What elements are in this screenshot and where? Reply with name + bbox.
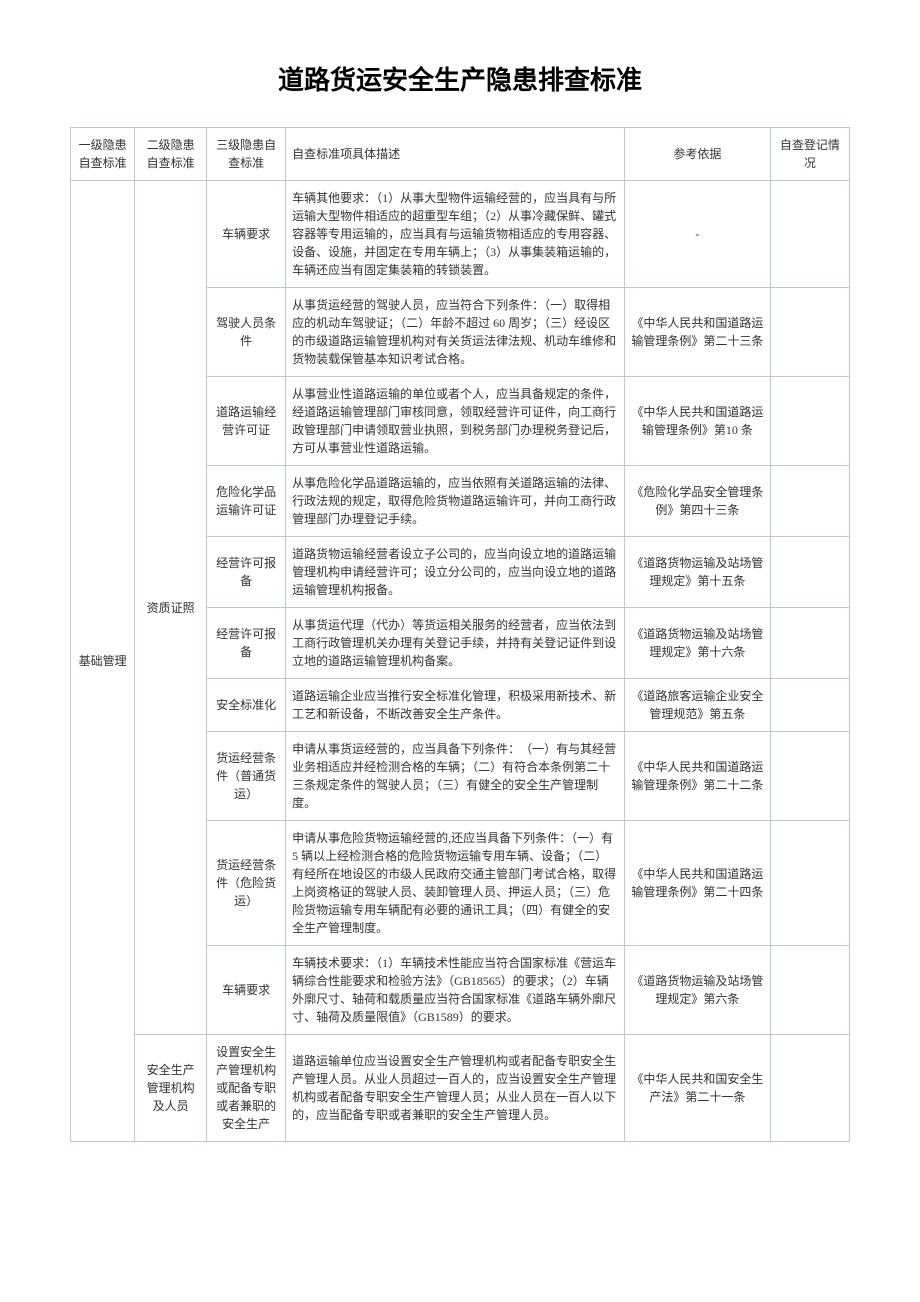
cell-log: [770, 679, 849, 732]
cell-l3: 货运经营条件（危险货运）: [207, 821, 286, 946]
cell-l1: 基础管理: [71, 181, 135, 1142]
header-l2: 二级隐患自查标准: [135, 128, 207, 181]
cell-log: [770, 466, 849, 537]
cell-desc: 从事货运代理（代办）等货运相关服务的经营者，应当依法到工商行政管理机关办理有关登…: [286, 608, 625, 679]
table-row: 安全生产管理机构及人员 设置安全生产管理机构或配备专职或者兼职的安全生产 道路运…: [71, 1035, 850, 1142]
cell-desc: 申请从事货运经营的，应当具备下列条件： （一）有与其经营业务相适应并经检测合格的…: [286, 732, 625, 821]
table-header-row: 一级隐患自查标准 二级隐患自查标准 三级隐患自查标准 自查标准项具体描述 参考依…: [71, 128, 850, 181]
cell-l3: 车辆要求: [207, 946, 286, 1035]
cell-log: [770, 732, 849, 821]
cell-l3: 货运经营条件（普通货运）: [207, 732, 286, 821]
header-ref: 参考依据: [624, 128, 770, 181]
cell-desc: 从事营业性道路运输的单位或者个人，应当具备规定的条件，经道路运输管理部门审核同意…: [286, 377, 625, 466]
cell-log: [770, 181, 849, 288]
cell-ref: 《中华人民共和国道路运输管理条例》第二十二条: [624, 732, 770, 821]
cell-log: [770, 821, 849, 946]
cell-desc: 道路货物运输经营者设立子公司的，应当向设立地的道路运输管理机构申请经营许可；设立…: [286, 537, 625, 608]
cell-l3: 危险化学品运输许可证: [207, 466, 286, 537]
cell-log: [770, 288, 849, 377]
header-l1: 一级隐患自查标准: [71, 128, 135, 181]
cell-l3: 设置安全生产管理机构或配备专职或者兼职的安全生产: [207, 1035, 286, 1142]
cell-ref: 《危险化学品安全管理条例》第四十三条: [624, 466, 770, 537]
cell-desc: 申请从事危险货物运输经营的,还应当具备下列条件：（一）有 5 辆以上经检测合格的…: [286, 821, 625, 946]
cell-desc: 道路运输单位应当设置安全生产管理机构或者配备专职安全生产管理人员。从业人员超过一…: [286, 1035, 625, 1142]
cell-l2: 资质证照: [135, 181, 207, 1035]
cell-l3: 经营许可报备: [207, 537, 286, 608]
cell-ref: 《道路货物运输及站场管理规定》第六条: [624, 946, 770, 1035]
cell-desc: 从事危险化学品道路运输的，应当依照有关道路运输的法律、行政法规的规定，取得危险货…: [286, 466, 625, 537]
cell-ref: 《道路货物运输及站场管理规定》第十五条: [624, 537, 770, 608]
cell-ref: 《中华人民共和国道路运输管理条例》第二十三条: [624, 288, 770, 377]
cell-log: [770, 946, 849, 1035]
cell-desc: 车辆技术要求：（1）车辆技术性能应当符合国家标准《营运车辆综合性能要求和检验方法…: [286, 946, 625, 1035]
cell-ref: 《中华人民共和国道路运输管理条例》第二十四条: [624, 821, 770, 946]
table-row: 基础管理 资质证照 车辆要求 车辆其他要求：（1）从事大型物件运输经营的，应当具…: [71, 181, 850, 288]
cell-log: [770, 377, 849, 466]
cell-ref: -: [624, 181, 770, 288]
cell-desc: 道路运输企业应当推行安全标准化管理，积极采用新技术、新工艺和新设备，不断改善安全…: [286, 679, 625, 732]
cell-ref: 《道路货物运输及站场管理规定》第十六条: [624, 608, 770, 679]
cell-desc: 从事货运经营的驾驶人员，应当符合下列条件：（一）取得相应的机动车驾驶证；（二）年…: [286, 288, 625, 377]
cell-ref: 《中华人民共和国安全生产法》第二十一条: [624, 1035, 770, 1142]
cell-log: [770, 608, 849, 679]
cell-ref: 《道路旅客运输企业安全管理规范》第五条: [624, 679, 770, 732]
cell-l3: 车辆要求: [207, 181, 286, 288]
cell-desc: 车辆其他要求：（1）从事大型物件运输经营的，应当具有与所运输大型物件相适应的超重…: [286, 181, 625, 288]
cell-log: [770, 537, 849, 608]
cell-l3: 驾驶人员条件: [207, 288, 286, 377]
standards-table: 一级隐患自查标准 二级隐患自查标准 三级隐患自查标准 自查标准项具体描述 参考依…: [70, 127, 850, 1142]
cell-l3: 安全标准化: [207, 679, 286, 732]
cell-l2: 安全生产管理机构及人员: [135, 1035, 207, 1142]
cell-l3: 经营许可报备: [207, 608, 286, 679]
header-desc: 自查标准项具体描述: [286, 128, 625, 181]
cell-log: [770, 1035, 849, 1142]
page-title: 道路货运安全生产隐患排查标准: [70, 60, 850, 97]
header-log: 自查登记情况: [770, 128, 849, 181]
cell-l3: 道路运输经营许可证: [207, 377, 286, 466]
cell-ref: 《中华人民共和国道路运输管理条例》第10 条: [624, 377, 770, 466]
header-l3: 三级隐患自查标准: [207, 128, 286, 181]
